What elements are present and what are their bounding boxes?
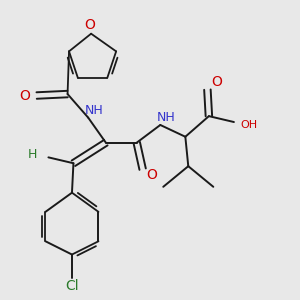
Text: O: O — [211, 75, 222, 89]
Text: NH: NH — [85, 104, 104, 117]
Text: O: O — [84, 18, 95, 32]
Text: OH: OH — [240, 120, 257, 130]
Text: O: O — [20, 88, 30, 103]
Text: NH: NH — [157, 111, 176, 124]
Text: Cl: Cl — [65, 279, 79, 293]
Text: O: O — [146, 168, 157, 182]
Text: H: H — [28, 148, 37, 161]
